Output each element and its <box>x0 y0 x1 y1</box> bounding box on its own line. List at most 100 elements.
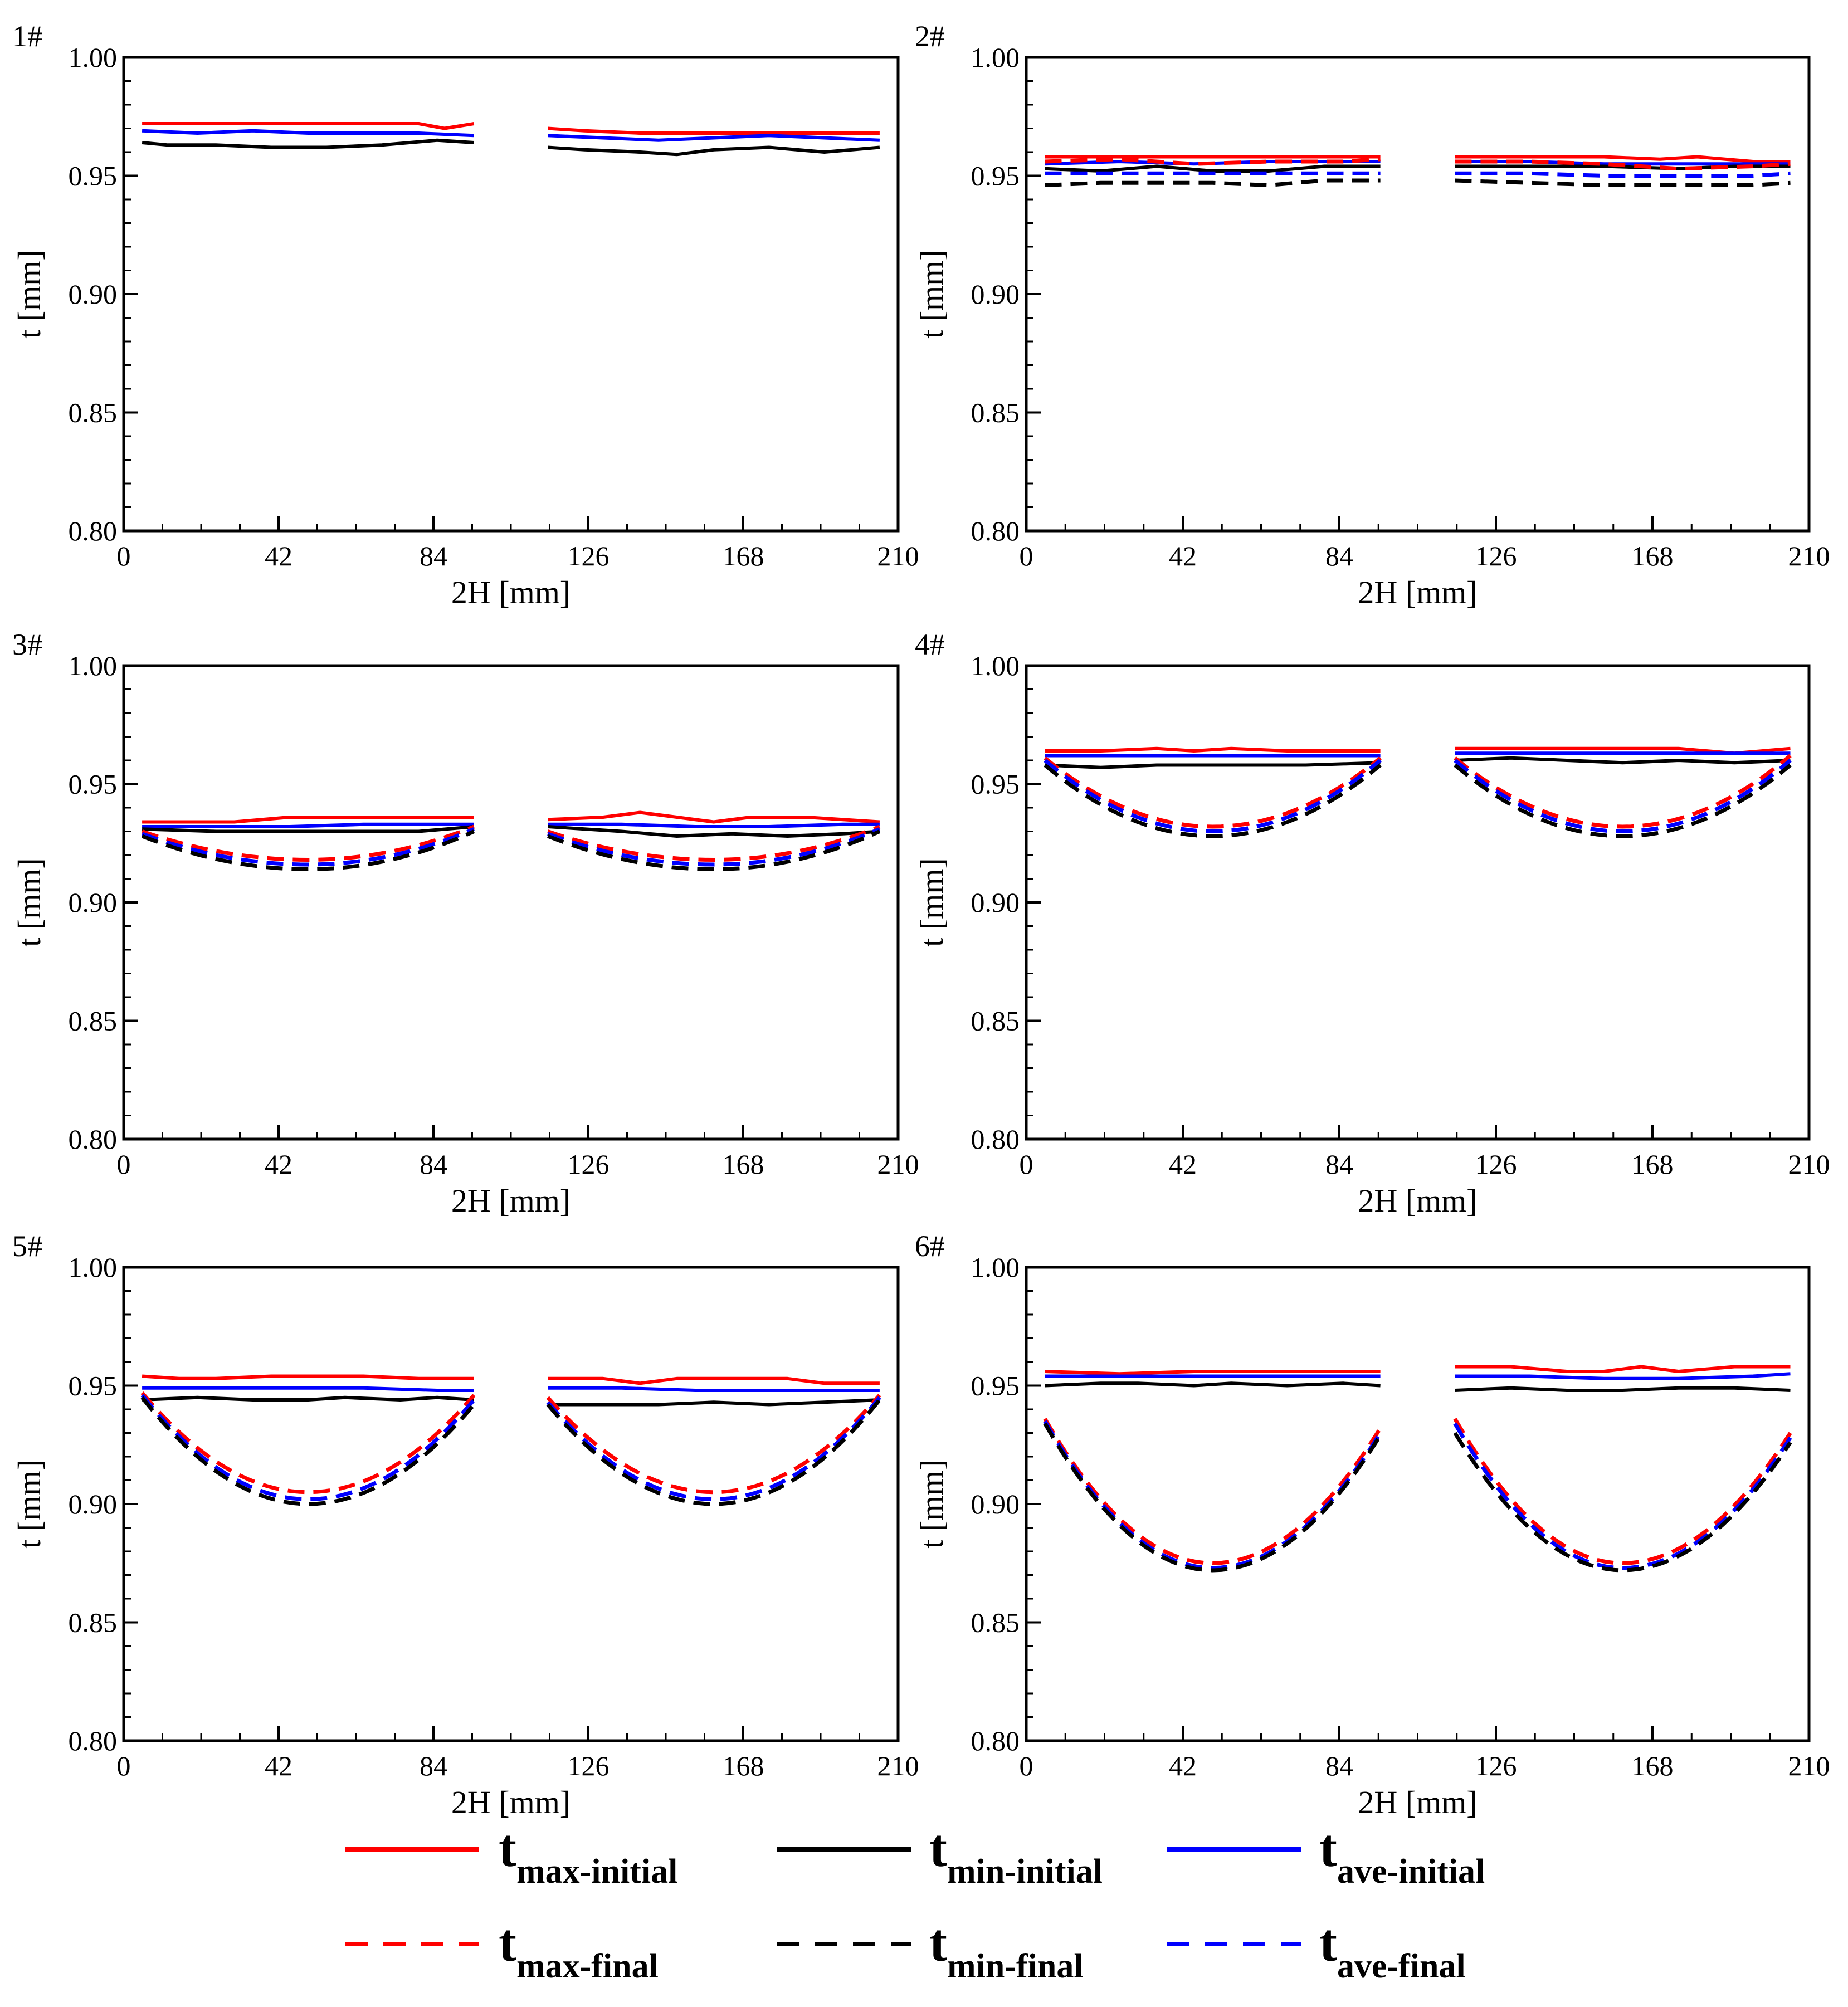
series-line-tmin-f <box>140 1396 476 1506</box>
x-tick-label: 126 <box>568 1149 610 1180</box>
y-tick-label: 0.80 <box>69 1725 118 1756</box>
x-tick-label: 168 <box>723 1149 764 1180</box>
chart-panel-4: 0.80 0.85 0.90 0.95 1.00 0 42 84 126 168 210 2H [mm… <box>914 628 1830 1219</box>
series-line-tmin-f <box>1044 763 1382 838</box>
series-line-tmax-i <box>1045 1370 1381 1376</box>
series-line-tmin-i <box>1045 1381 1381 1388</box>
x-tick-label: 42 <box>1169 1750 1197 1781</box>
plot-frame <box>1025 56 1811 533</box>
series-line-tmax-f <box>140 1391 476 1495</box>
y-tick-label: 0.80 <box>69 1124 118 1155</box>
series-line-tave-i <box>548 822 880 828</box>
plot-frame <box>122 56 900 533</box>
legend-label: tmin-initial <box>929 1818 1103 1891</box>
series-line-tmax-f <box>1044 756 1382 829</box>
legend-item-tmin-f: tmin-final <box>777 1913 1084 1985</box>
series-line-tave-f <box>1044 759 1382 833</box>
series-line-tmin-f <box>1043 1422 1382 1573</box>
panel-label: 1# <box>12 19 42 53</box>
series-line-tmin-i <box>1455 1386 1791 1392</box>
series-line-tave-i <box>142 129 474 138</box>
x-tick-label: 42 <box>265 1750 292 1781</box>
series-line-tmin-i <box>1455 756 1791 765</box>
y-tick-label: 0.90 <box>69 887 118 918</box>
plot-frame <box>122 664 900 1141</box>
x-tick-label: 210 <box>877 1750 919 1781</box>
x-tick-label: 42 <box>1169 540 1197 572</box>
y-tick-label: 0.85 <box>69 1607 118 1638</box>
legend: tmax-initial tmin-initial tave-initial tmax… <box>345 1818 1485 1985</box>
y-tick-label: 0.85 <box>69 1005 118 1037</box>
series-line-tmax-f <box>141 824 475 862</box>
x-tick-label: 168 <box>1632 1750 1674 1781</box>
x-tick-label: 0 <box>117 1750 131 1781</box>
y-tick-label: 0.90 <box>971 887 1020 918</box>
y-tick-label: 1.00 <box>971 650 1020 681</box>
x-tick-label: 0 <box>1020 1750 1033 1781</box>
legend-item-tmax-f: tmax-final <box>345 1913 659 1985</box>
legend-label: tmax-initial <box>499 1818 677 1891</box>
legend-item-tmax-i: tmax-initial <box>345 1818 677 1891</box>
x-tick-label: 42 <box>265 1149 292 1180</box>
x-tick-label: 42 <box>1169 1149 1197 1180</box>
x-tick-label: 126 <box>1475 540 1517 572</box>
y-tick-label: 1.00 <box>69 42 118 73</box>
x-tick-label: 126 <box>1475 1750 1517 1781</box>
series-line-tave-f <box>140 1394 476 1501</box>
series-line-tmax-i <box>1045 746 1381 753</box>
x-tick-label: 168 <box>723 540 764 572</box>
x-axis-title: 2H [mm] <box>1358 1183 1477 1219</box>
y-tick-label: 0.80 <box>69 515 118 546</box>
x-tick-label: 168 <box>723 1750 764 1781</box>
series-line-tmin-f <box>547 829 881 871</box>
legend-label: tave-initial <box>1319 1818 1485 1891</box>
series-line-tmin-f <box>1455 178 1791 187</box>
series-line-tmax-f <box>1454 754 1792 829</box>
series-line-tmin-i <box>142 825 475 833</box>
series-line-tave-f <box>547 827 881 867</box>
series-line-tave-f <box>546 1396 881 1501</box>
x-tick-label: 84 <box>1325 1750 1353 1781</box>
series-line-tmax-i <box>142 122 475 130</box>
x-tick-label: 84 <box>1325 1149 1353 1180</box>
panel-label: 5# <box>12 1229 42 1263</box>
y-axis-title: t [mm] <box>914 250 950 338</box>
series-line-tmin-i <box>142 1395 474 1402</box>
series-line-tmin-f <box>546 1398 881 1506</box>
y-tick-label: 0.90 <box>69 1488 118 1520</box>
series-line-tmax-f <box>547 824 881 862</box>
y-tick-label: 0.90 <box>971 1488 1020 1520</box>
y-tick-label: 0.95 <box>971 1370 1020 1402</box>
series-line-tmax-i <box>548 126 880 135</box>
series-line-tmin-f <box>1454 763 1792 838</box>
y-tick-label: 0.90 <box>971 279 1020 310</box>
panel-label: 2# <box>915 19 945 53</box>
x-tick-label: 210 <box>1788 1149 1830 1180</box>
x-axis-title: 2H [mm] <box>451 1183 571 1219</box>
series-line-tmin-i <box>548 1398 880 1407</box>
chart-panel-3: 0.80 0.85 0.90 0.95 1.00 0 42 84 126 168 210 2H [mm… <box>11 628 919 1219</box>
x-tick-label: 210 <box>877 1149 919 1180</box>
chart-panel-2: 0.80 0.85 0.90 0.95 1.00 0 42 84 126 168 210 2H [mm… <box>914 19 1830 611</box>
y-tick-label: 0.95 <box>971 769 1020 800</box>
y-tick-label: 0.80 <box>971 515 1020 546</box>
y-axis-title: t [mm] <box>914 858 950 946</box>
x-tick-label: 168 <box>1632 1149 1674 1180</box>
y-tick-label: 0.85 <box>971 1005 1020 1037</box>
series-line-tmin-i <box>548 825 880 838</box>
y-tick-label: 0.95 <box>69 160 118 192</box>
series-line-tave-i <box>548 134 880 142</box>
y-tick-label: 0.85 <box>69 397 118 428</box>
x-tick-label: 126 <box>568 1750 610 1781</box>
y-tick-label: 0.90 <box>69 279 118 310</box>
y-tick-label: 0.80 <box>971 1124 1020 1155</box>
y-tick-label: 0.95 <box>69 769 118 800</box>
series-line-tave-f <box>1453 1422 1792 1570</box>
x-tick-label: 210 <box>1788 1750 1830 1781</box>
plot-frame <box>1025 664 1811 1141</box>
legend-label: tmin-final <box>929 1913 1084 1985</box>
x-axis-title: 2H [mm] <box>451 574 571 611</box>
legend-item-tave-i: tave-initial <box>1167 1818 1485 1891</box>
x-tick-label: 0 <box>117 1149 131 1180</box>
legend-item-tave-f: tave-final <box>1167 1913 1466 1985</box>
